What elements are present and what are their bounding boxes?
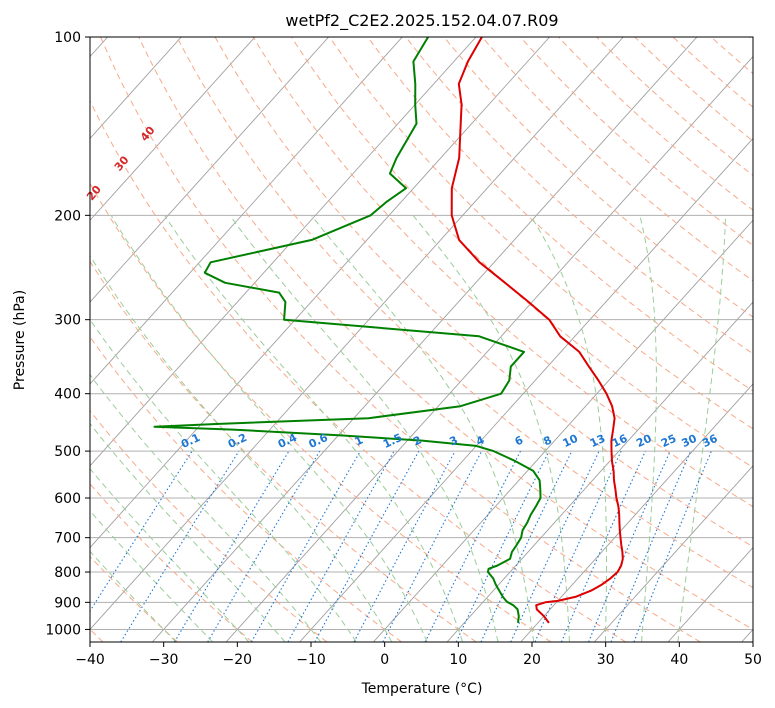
grid-layer bbox=[90, 37, 753, 642]
x-tick-label: −20 bbox=[223, 652, 253, 668]
y-tick-label: 900 bbox=[54, 595, 81, 611]
x-axis-label: Temperature (°C) bbox=[361, 681, 483, 697]
isotherm-line bbox=[225, 55, 753, 642]
mixing-ratio-line bbox=[287, 450, 395, 642]
mixing-ratio-line bbox=[90, 450, 193, 613]
dry-adiabat-line bbox=[100, 37, 701, 642]
x-tick-label: −10 bbox=[296, 652, 326, 668]
mixing-ratio-label: 30 bbox=[680, 432, 700, 450]
isotherm-line bbox=[90, 37, 403, 385]
isotherm-line bbox=[152, 37, 698, 642]
isotherm-line bbox=[90, 37, 182, 140]
mixing-ratio-line bbox=[560, 450, 646, 642]
x-tick-label: −40 bbox=[75, 652, 105, 668]
isotherm-line bbox=[520, 383, 753, 642]
mixing-ratio-line bbox=[353, 450, 456, 642]
isotherm-line bbox=[90, 37, 256, 221]
isotherm-line bbox=[446, 301, 753, 642]
dry-adiabat-line bbox=[90, 336, 402, 642]
y-tick-label: 1000 bbox=[45, 622, 81, 638]
dry-adiabat-line bbox=[634, 37, 753, 142]
mixing-ratio-line bbox=[120, 450, 240, 642]
x-tick-label: 20 bbox=[523, 652, 541, 668]
isotherm-line bbox=[90, 37, 477, 467]
moist-adiabat-line bbox=[110, 215, 428, 642]
dry-adiabat-line bbox=[90, 99, 626, 642]
y-tick-label: 400 bbox=[54, 387, 81, 403]
dry-adiabat-line bbox=[176, 37, 753, 589]
isotherm-line bbox=[594, 465, 753, 642]
moist-adiabat-line bbox=[90, 510, 213, 642]
x-tick-label: 0 bbox=[380, 652, 389, 668]
mixing-ratio-line bbox=[424, 450, 521, 642]
isotherm-line bbox=[90, 37, 550, 549]
dewpoint-profile-line bbox=[153, 37, 542, 624]
mixing-ratio-line bbox=[534, 450, 622, 642]
x-tick-label: 50 bbox=[744, 652, 762, 668]
moist-adiabat-line bbox=[639, 215, 657, 642]
dry-adiabat-line bbox=[405, 37, 753, 355]
y-tick-label: 100 bbox=[54, 30, 81, 46]
x-tick-label: 40 bbox=[670, 652, 688, 668]
x-tick-label: 10 bbox=[449, 652, 467, 668]
plot-frame bbox=[89, 36, 754, 643]
data-layer bbox=[153, 37, 624, 624]
mixing-ratio-label: 36 bbox=[700, 432, 720, 450]
isotherm-line bbox=[373, 219, 753, 642]
moist-adiabat-line bbox=[90, 318, 357, 642]
axes-layer: −40 −30 −20 −10 0 10 20 30 40 50 100 200 300 400 500 60… bbox=[45, 30, 762, 668]
moist-adiabat-line bbox=[229, 215, 499, 642]
y-tick-label: 200 bbox=[54, 208, 81, 224]
dry-adiabat-line bbox=[138, 37, 753, 631]
y-tick-label: 600 bbox=[54, 491, 81, 507]
dry-adiabat-line bbox=[214, 37, 753, 548]
x-tick-label: −30 bbox=[149, 652, 179, 668]
mixing-ratio-label: 25 bbox=[659, 432, 678, 450]
mixing-ratio-line bbox=[633, 450, 712, 642]
dry-adiabat-line bbox=[481, 37, 753, 282]
moist-adiabat-line bbox=[529, 215, 607, 642]
dry-adiabat-line bbox=[90, 260, 477, 642]
chart-title: wetPf2_C2E2.2025.152.04.07.R09 bbox=[285, 11, 558, 31]
mixing-ratio-line bbox=[610, 450, 692, 642]
y-axis-label: Pressure (hPa) bbox=[12, 290, 28, 390]
dry-adiabat-line bbox=[367, 37, 753, 392]
isotherm-line bbox=[299, 137, 753, 642]
moist-adiabat-line bbox=[412, 214, 570, 642]
temperature-profile-line bbox=[450, 37, 624, 624]
moist-adiabat-line bbox=[90, 550, 177, 642]
mixing-ratio-label: 16 bbox=[610, 432, 630, 450]
dry-adiabat-line bbox=[596, 37, 753, 177]
moist-adiabat-line bbox=[90, 422, 286, 642]
mixing-ratio-line bbox=[314, 450, 420, 642]
y-tick-label: 300 bbox=[54, 313, 81, 329]
moist-adiabat-line bbox=[310, 214, 535, 642]
x-tick-label: 30 bbox=[597, 652, 615, 668]
y-tick-label: 800 bbox=[54, 565, 81, 581]
moist-adiabat-line bbox=[90, 467, 250, 642]
moist-adiabat-line bbox=[677, 215, 727, 642]
isotherm-line bbox=[90, 37, 329, 303]
dry-adiabat-line bbox=[443, 37, 753, 318]
dry-adiabat-line bbox=[90, 182, 552, 642]
moist-adiabat-line bbox=[90, 254, 393, 642]
y-tick-label: 500 bbox=[54, 444, 81, 460]
mixing-ratio-label: 10 bbox=[561, 432, 581, 450]
mixing-ratio-label: 13 bbox=[588, 432, 607, 450]
y-tick-label: 700 bbox=[54, 531, 81, 547]
mixing-ratio-label: 20 bbox=[634, 432, 654, 450]
isotherm-line bbox=[90, 37, 624, 631]
dry-adiabat-line bbox=[252, 37, 753, 508]
dry-adiabat-line bbox=[90, 410, 328, 642]
